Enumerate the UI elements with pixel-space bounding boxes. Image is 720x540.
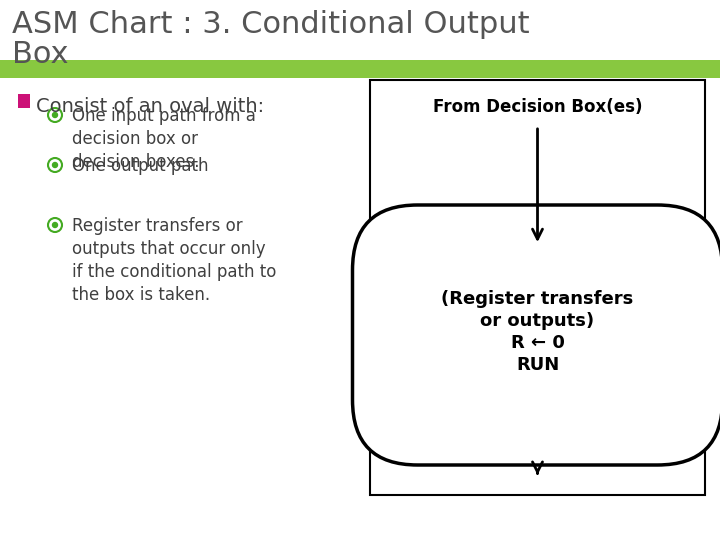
Text: or outputs): or outputs) bbox=[480, 312, 595, 330]
Text: From Decision Box(es): From Decision Box(es) bbox=[433, 98, 642, 116]
Text: Register transfers or
outputs that occur only
if the conditional path to
the box: Register transfers or outputs that occur… bbox=[72, 217, 276, 303]
Circle shape bbox=[53, 163, 58, 167]
Text: R ← 0: R ← 0 bbox=[510, 334, 564, 352]
Circle shape bbox=[53, 222, 58, 227]
Text: Box: Box bbox=[12, 40, 68, 69]
Text: Consist of an oval with:: Consist of an oval with: bbox=[36, 97, 264, 116]
Text: RUN: RUN bbox=[516, 356, 559, 374]
Bar bbox=[18, 94, 30, 108]
FancyBboxPatch shape bbox=[353, 205, 720, 465]
Bar bbox=[0, 60, 720, 78]
Circle shape bbox=[53, 112, 58, 118]
Bar bbox=[370, 80, 705, 495]
Text: ASM Chart : 3. Conditional Output: ASM Chart : 3. Conditional Output bbox=[12, 10, 530, 39]
Text: One input path from a
decision box or
decision boxes.: One input path from a decision box or de… bbox=[72, 107, 256, 171]
Text: One output path: One output path bbox=[72, 157, 209, 175]
Text: (Register transfers: (Register transfers bbox=[441, 290, 634, 308]
